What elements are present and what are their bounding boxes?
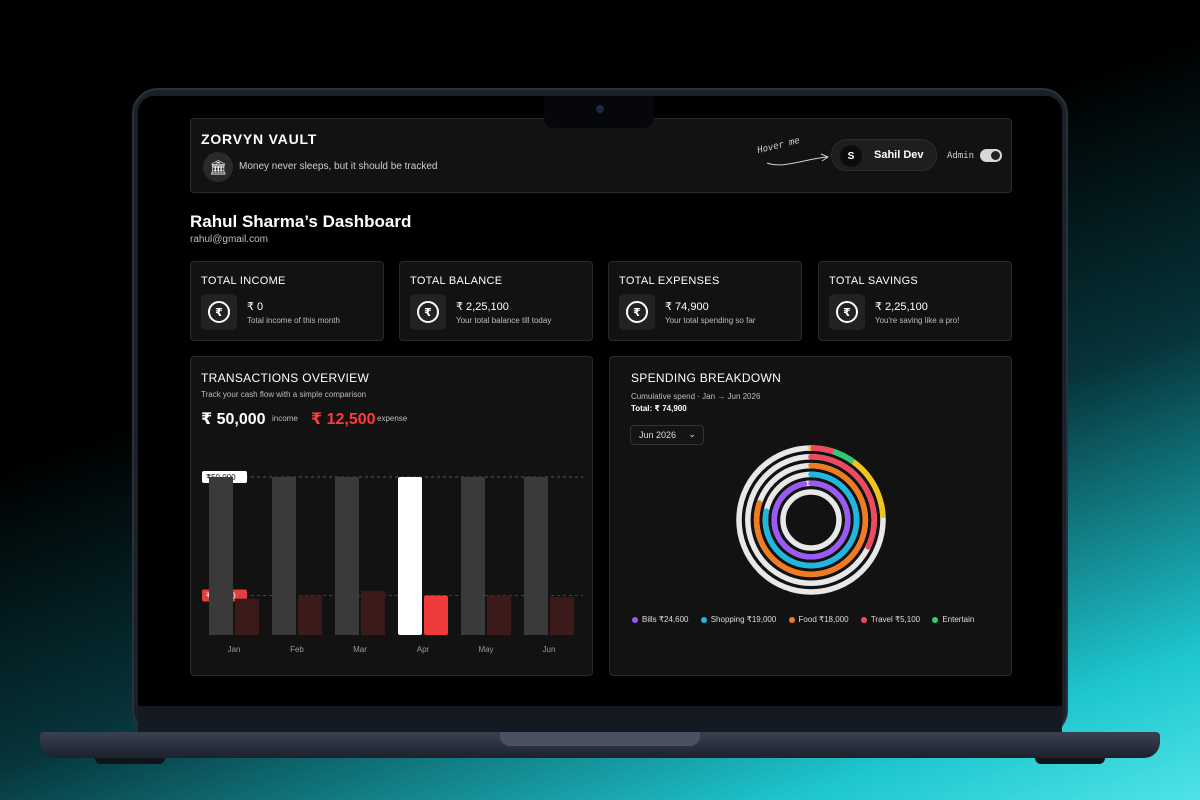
panel-subtitle: Track your cash flow with a simple compa… — [201, 390, 367, 399]
bar-income[interactable] — [335, 477, 359, 635]
ring-arc[interactable] — [771, 480, 851, 560]
panel-subtitle: Cumulative spend · Jan → Jun 2026 — [631, 392, 761, 401]
laptop-foot — [95, 758, 165, 764]
month-select[interactable]: Jun 2026 ⌄ — [630, 425, 704, 445]
card-subtitle: You're saving like a pro! — [875, 316, 960, 325]
ring-track — [780, 489, 842, 551]
spending-legend: Bills ₹24,600 Shopping ₹19,000 Food ₹18,… — [632, 615, 988, 629]
card-value: ₹ 0 — [247, 301, 264, 313]
card-subtitle: Your total balance till today — [456, 316, 552, 325]
bar-income[interactable] — [461, 477, 485, 635]
brand-title: ZORVYN VAULT — [201, 131, 318, 147]
spending-radial-chart[interactable] — [610, 357, 1013, 677]
legend-item-bills: Bills ₹24,600 — [632, 615, 688, 624]
x-tick-label: Apr — [417, 645, 430, 654]
user-name: Sahil Dev — [874, 149, 924, 161]
transactions-bar-chart[interactable]: ₹50,000₹12,500JanFebMarAprMayJun — [191, 357, 594, 677]
camera-icon — [596, 105, 604, 113]
card-title: TOTAL EXPENSES — [619, 275, 720, 287]
laptop-hinge — [500, 732, 700, 746]
expense-total: ₹ 12,500 — [311, 411, 376, 428]
rupee-icon: ₹ — [829, 294, 865, 330]
x-tick-label: Jan — [228, 645, 241, 654]
tagline: Money never sleeps, but it should be tra… — [239, 161, 438, 172]
chevron-down-icon: ⌄ — [688, 429, 696, 439]
user-profile-button[interactable]: S Sahil Dev — [831, 139, 937, 171]
ring-arc[interactable] — [762, 471, 860, 569]
bar-income[interactable] — [209, 477, 233, 635]
income-total: ₹ 50,000 — [201, 411, 266, 428]
card-total-savings: TOTAL SAVINGS ₹ ₹ 2,25,100 You're saving… — [818, 261, 1012, 341]
role-label: Admin — [947, 151, 975, 161]
legend-item-food: Food ₹18,000 — [788, 615, 849, 624]
x-tick-label: Jun — [543, 645, 556, 654]
bar-expense[interactable] — [424, 595, 448, 636]
x-tick-label: Mar — [353, 645, 367, 654]
spending-total: Total: ₹ 74,900 — [631, 404, 687, 413]
panel-title: SPENDING BREAKDOWN — [631, 371, 782, 385]
user-email: rahul@gmail.com — [190, 234, 268, 245]
card-total-expenses: TOTAL EXPENSES ₹ ₹ 74,900 Your total spe… — [608, 261, 802, 341]
legend-item-entertain: Entertain — [932, 615, 974, 624]
card-value: ₹ 2,25,100 — [875, 301, 928, 313]
bar-expense[interactable] — [487, 595, 511, 636]
ring-arc[interactable] — [753, 462, 869, 578]
avatar: S — [840, 145, 862, 167]
bank-icon: 🏛 — [203, 152, 233, 182]
bar-expense[interactable] — [298, 595, 322, 636]
card-title: TOTAL BALANCE — [410, 275, 503, 287]
card-value: ₹ 74,900 — [665, 301, 709, 313]
legend-item-shopping: Shopping ₹19,000 — [700, 615, 776, 624]
rupee-icon: ₹ — [201, 294, 237, 330]
bezel-bottom — [138, 706, 1062, 732]
hover-hint-arrow-icon — [766, 153, 830, 166]
card-title: TOTAL SAVINGS — [829, 275, 919, 287]
card-subtitle: Your total spending so far — [665, 316, 756, 325]
x-tick-label: May — [478, 645, 493, 654]
expense-label: expense — [377, 414, 408, 423]
page-title: Rahul Sharma’s Dashboard — [190, 212, 412, 231]
card-title: TOTAL INCOME — [201, 275, 286, 287]
bar-income[interactable] — [272, 477, 296, 635]
month-select-value: Jun 2026 — [639, 430, 677, 440]
x-tick-label: Feb — [290, 645, 304, 654]
card-total-income: TOTAL INCOME ₹ ₹ 0 Total income of this … — [190, 261, 384, 341]
ring-arc[interactable] — [736, 445, 886, 595]
income-label: income — [272, 414, 298, 423]
bar-income[interactable] — [524, 477, 548, 635]
spending-panel: SPENDING BREAKDOWN Cumulative spend · Ja… — [609, 356, 1012, 676]
bar-expense[interactable] — [235, 598, 259, 635]
role-toggle[interactable] — [980, 149, 1002, 162]
transactions-panel: TRANSACTIONS OVERVIEW Track your cash fl… — [190, 356, 593, 676]
card-subtitle: Total income of this month — [247, 316, 340, 325]
card-value: ₹ 2,25,100 — [456, 301, 509, 313]
card-total-balance: TOTAL BALANCE ₹ ₹ 2,25,100 Your total ba… — [399, 261, 593, 341]
rupee-icon: ₹ — [410, 294, 446, 330]
bar-income[interactable] — [398, 477, 422, 635]
bar-expense[interactable] — [361, 590, 385, 635]
ring-arc[interactable] — [745, 454, 877, 586]
app-header: ZORVYN VAULT 🏛 Money never sleeps, but i… — [190, 118, 1012, 193]
legend-item-travel: Travel ₹5,100 — [860, 615, 920, 624]
rupee-icon: ₹ — [619, 294, 655, 330]
bar-expense[interactable] — [550, 597, 574, 635]
toggle-knob — [991, 151, 1000, 160]
panel-title: TRANSACTIONS OVERVIEW — [201, 371, 370, 385]
laptop-foot — [1035, 758, 1105, 764]
